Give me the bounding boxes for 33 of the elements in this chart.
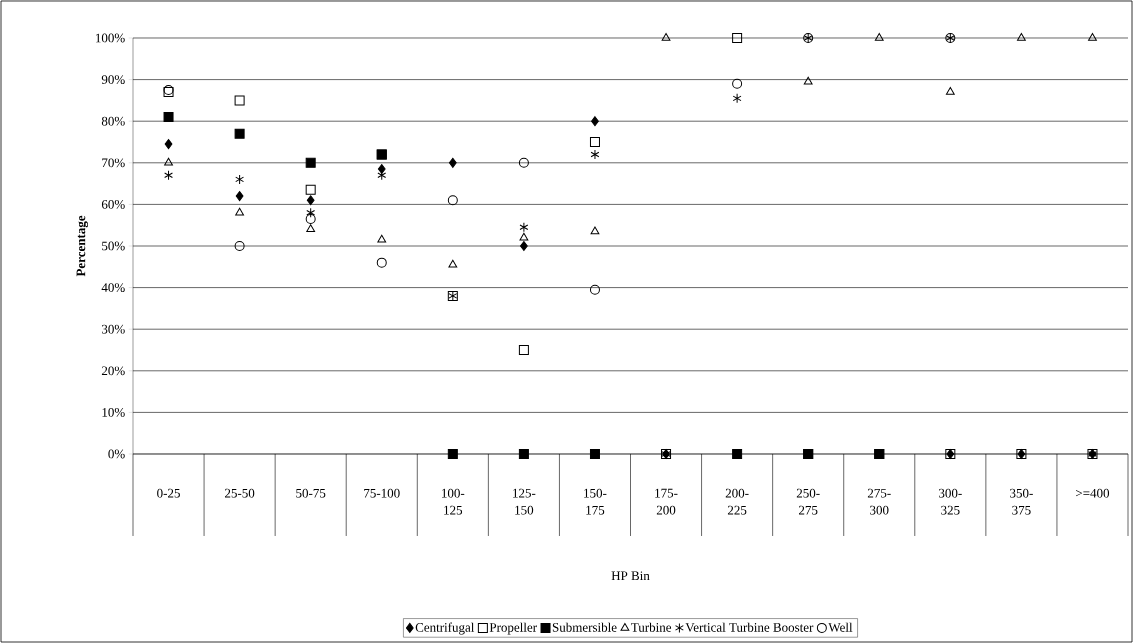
y-tick-label: 40%: [101, 283, 125, 293]
y-tick-label: 100%: [96, 33, 125, 43]
y-axis-title: Percentage: [76, 215, 89, 277]
x-tick-label: 300-325: [939, 488, 962, 515]
x-tick-label: 25-50: [225, 488, 255, 498]
x-tick-label: 0-25: [157, 488, 180, 498]
legend-label: Submersible: [552, 622, 617, 632]
y-tick-label: 20%: [101, 366, 125, 376]
x-tick-label: 50-75: [296, 488, 326, 498]
x-tick-label: 125-150: [513, 488, 536, 515]
legend-label: Propeller: [489, 622, 537, 635]
y-tick-label: 30%: [102, 324, 125, 334]
legend-label: Vertical Turbine Booster: [685, 622, 814, 632]
x-tick-label: 275-300: [867, 488, 891, 515]
x-tick-label: 75-100: [364, 488, 400, 498]
y-tick-label: 0%: [108, 449, 125, 459]
y-tick-label: 70%: [102, 158, 125, 168]
y-tick-label: 90%: [101, 75, 125, 85]
y-tick-label: 60%: [101, 199, 125, 209]
legend-label: Centrifugal: [415, 622, 475, 635]
legend-label: Turbine: [631, 622, 672, 632]
y-tick-label: 50%: [102, 241, 125, 251]
x-tick-label: 175-200: [655, 488, 678, 515]
x-axis-title: HP Bin: [611, 571, 650, 581]
x-tick-label: >=400: [1076, 488, 1110, 498]
y-tick-label: 80%: [101, 116, 125, 126]
x-tick-label: 100-125: [442, 488, 465, 515]
x-tick-label: 150-175: [584, 488, 607, 515]
legend-label: Well: [828, 622, 853, 632]
x-tick-label: 350-375: [1010, 488, 1033, 515]
y-tick-label: 10%: [102, 408, 125, 417]
x-tick-label: 200-225: [725, 488, 749, 515]
x-tick-label: 250-275: [796, 488, 820, 515]
